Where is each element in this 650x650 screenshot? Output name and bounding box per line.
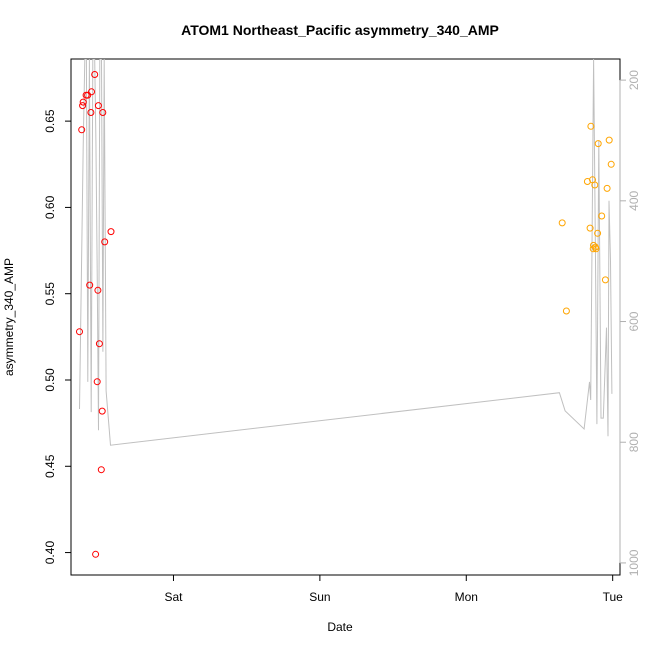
x-tick-label: Sun: [309, 590, 330, 604]
data-point: [94, 286, 102, 294]
data-point: [592, 245, 600, 253]
plot-frame: [70, 58, 621, 576]
data-point: [601, 276, 609, 284]
data-point: [93, 378, 101, 386]
data-point: [107, 228, 115, 236]
x-axis: Sat Sun Mon Tue: [164, 574, 624, 604]
data-point: [594, 229, 602, 237]
data-point: [587, 122, 595, 130]
data-point: [562, 307, 570, 315]
y-axis-left: 0.40 0.45 0.50 0.55 0.60 0.65: [43, 109, 72, 565]
data-point: [87, 109, 95, 116]
data-point: [94, 102, 102, 110]
y-right-tick-label: 400: [627, 190, 641, 210]
data-point: [594, 140, 602, 148]
chart-title: ATOM1 Northeast_Pacific asymmetry_340_AM…: [181, 22, 499, 38]
y-axis-right: 200 400 600 800 1000: [619, 70, 641, 576]
x-tick-label: Tue: [603, 590, 624, 604]
data-point: [591, 181, 599, 189]
x-axis-label: Date: [327, 620, 353, 634]
data-point: [91, 71, 99, 78]
data-point: [98, 407, 106, 415]
data-point: [605, 136, 613, 144]
y-right-tick-label: 1000: [627, 549, 641, 576]
data-point: [99, 109, 107, 116]
data-point: [95, 340, 103, 348]
data-point: [76, 328, 83, 336]
data-point: [79, 102, 87, 110]
data-point: [92, 550, 100, 558]
data-point: [558, 219, 566, 227]
y-tick-label: 0.55: [43, 282, 57, 306]
data-point: [88, 88, 95, 96]
data-line-layer: [79, 59, 613, 446]
data-point: [607, 160, 615, 168]
y-right-tick-label: 800: [627, 432, 641, 452]
data-point: [97, 466, 105, 474]
data-point: [86, 281, 94, 289]
y-tick-label: 0.50: [43, 368, 57, 392]
y-right-tick-label: 200: [627, 70, 641, 90]
data-point: [79, 98, 87, 106]
series-line: [79, 59, 613, 446]
y-right-tick-label: 600: [627, 311, 641, 331]
data-point: [598, 212, 606, 220]
data-point: [586, 224, 594, 232]
y-tick-label: 0.45: [43, 454, 57, 478]
y-tick-label: 0.60: [43, 195, 57, 219]
x-tick-label: Sat: [164, 590, 183, 604]
data-point: [589, 245, 597, 253]
data-point: [101, 238, 109, 246]
y-axis-label: asymmetry_340_AMP: [2, 258, 16, 376]
data-point: [603, 184, 611, 192]
data-point: [78, 126, 86, 134]
y-tick-label: 0.40: [43, 541, 57, 565]
x-tick-label: Mon: [455, 590, 478, 604]
y-tick-label: 0.65: [43, 109, 57, 133]
data-points-layer: [76, 71, 615, 558]
